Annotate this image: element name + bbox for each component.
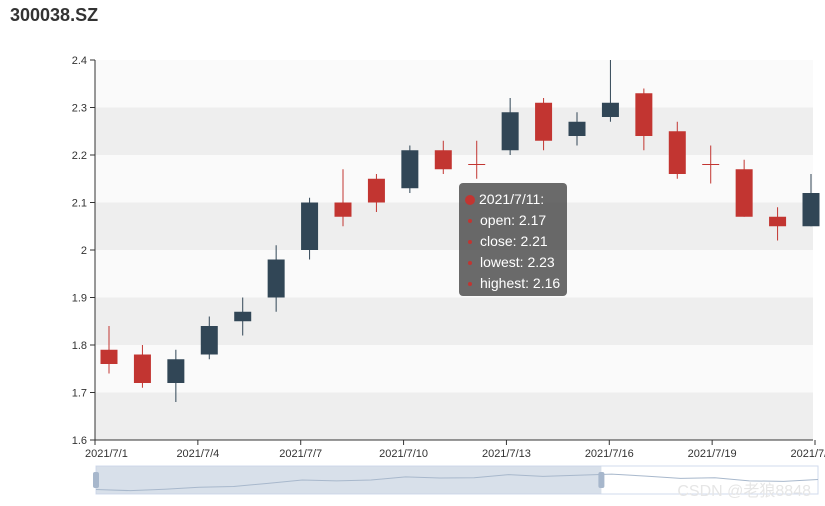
candles [100,60,820,402]
candle-body [334,202,352,217]
candle [100,326,118,374]
tooltip-row-open: open: 2.17 [465,210,567,231]
tooltip-row-lowest: lowest: 2.23 [465,252,567,273]
y-tick-label: 1.7 [72,388,87,400]
tooltip-row-highest: highest: 2.16 [465,273,567,294]
grid-band [95,250,813,298]
zoom-handle-start[interactable] [93,472,99,488]
bullet-icon [468,260,472,265]
candle-body [267,259,285,298]
candle [535,98,553,151]
candle [133,345,151,388]
y-tick-label: 2.2 [72,150,87,162]
y-tick-label: 2 [81,245,87,257]
zoom-selected-range [96,466,602,494]
x-tick-label: 2021/7/19 [688,448,737,460]
y-axis: 1.6 1.7 1.8 1.9 2 2.1 2.2 2.3 2.4 [72,55,96,447]
bullet-icon [468,218,472,223]
candle [802,174,820,227]
candle [769,207,787,241]
tooltip-row-close: close: 2.21 [465,231,567,252]
data-zoom-slider [93,465,819,495]
zoom-preview-line [95,473,819,492]
candle-body [367,178,385,203]
candle-body [668,131,686,174]
candle [735,159,753,217]
candle-body [802,193,820,227]
candle-body [401,150,419,189]
tooltip: 2021/7/11: open: 2.17 close: 2.21 lowest… [459,183,567,296]
tooltip-close: close: 2.21 [480,233,548,249]
candle [301,197,319,260]
candle [501,98,519,155]
grid-band [95,107,813,155]
grid-band [95,60,813,108]
x-tick-label: 2021/7/16 [585,448,634,460]
tooltip-open: open: 2.17 [480,212,547,228]
x-tick-label: 2021/7/4 [176,448,219,460]
candle-body [133,354,151,383]
y-tick-label: 1.9 [72,293,87,305]
tooltip-date: 2021/7/11: [479,191,545,207]
candle-body [167,359,185,383]
candle [468,140,486,179]
candle [267,245,285,312]
watermark: CSDN @老狼8848 [677,483,811,500]
candle [334,169,352,227]
x-tick-label: 2021/7/13 [482,448,531,460]
candle [200,316,218,360]
tooltip-header: 2021/7/11: [465,189,567,210]
candle-body [535,102,553,141]
chart-title: 300038.SZ [10,5,99,25]
tooltip-highest: highest: 2.16 [480,275,561,291]
candle [434,140,452,174]
candle-body [234,311,252,322]
candle [702,145,720,184]
candle-body [200,326,218,355]
tooltip-lowest: lowest: 2.23 [480,254,555,270]
candle-body [601,102,619,117]
candle-body [769,216,787,227]
grid-band [95,155,813,203]
candle-body [301,202,319,250]
x-tick-label: 2021/7/7 [279,448,322,460]
candle [234,297,252,336]
grid-band [95,392,813,440]
candle [401,145,419,193]
y-tick-label: 1.6 [72,435,87,447]
candle [635,88,653,151]
candle [167,349,185,402]
candle-body [735,169,753,217]
bullet-icon [468,281,472,286]
candle [668,121,686,179]
candle-body [635,93,653,136]
grid-band [95,202,813,250]
y-tick-label: 2.4 [72,55,87,67]
x-tick-label: 2021/7/10 [379,448,428,460]
x-axis: 2021/7/1 2021/7/4 2021/7/7 2021/7/10 2021/7/… [85,439,825,460]
x-tick-label: 2021/7/1 [85,448,128,460]
candle [601,60,619,122]
tooltip-marker-icon [465,194,475,205]
candle [568,112,586,146]
y-tick-label: 1.8 [72,340,87,352]
grid-bands [95,60,813,440]
candle-body [568,121,586,136]
x-tick-label: 2021/7/22 [791,448,825,460]
zoom-handle-end[interactable] [598,472,605,488]
candle [367,174,385,212]
candle-body [501,112,519,151]
candle-body [100,349,118,364]
y-tick-label: 2.3 [72,103,87,115]
y-tick-label: 2.1 [72,198,87,210]
bullet-icon [468,239,472,244]
candle-body [434,150,452,170]
